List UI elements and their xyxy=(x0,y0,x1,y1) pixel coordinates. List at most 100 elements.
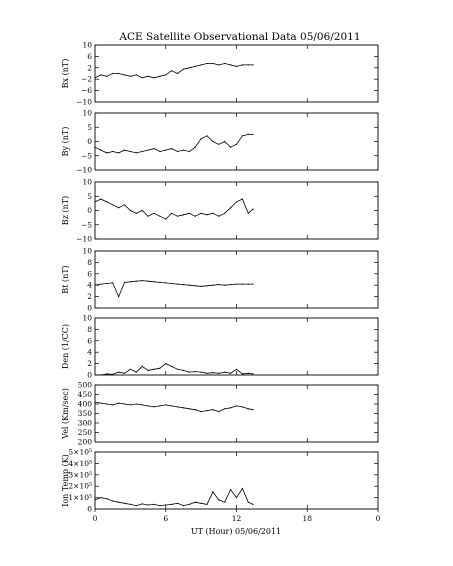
data-point xyxy=(224,501,226,503)
panel-2: 10 5 0 −5 −10 By (nT) xyxy=(61,109,379,175)
data-point xyxy=(247,133,249,135)
data-point xyxy=(165,363,167,365)
data-point xyxy=(182,68,184,70)
y-tick-label: 0 xyxy=(87,137,92,146)
y-tick-label: 10 xyxy=(82,314,92,323)
data-point xyxy=(206,503,208,505)
panel-7: 5×10⁵ 4×10⁵ 3×10⁵ 2×10⁵ 1×10⁵ 0 Ion Temp (K) xyxy=(61,448,379,514)
data-point xyxy=(188,503,190,505)
data-point xyxy=(153,503,155,505)
data-point xyxy=(123,502,126,504)
data-point xyxy=(165,218,167,220)
data-point xyxy=(129,368,131,370)
y-tick-label: 10 xyxy=(82,247,92,256)
y-axis-label: Ion Temp (K) xyxy=(61,454,70,507)
data-point xyxy=(206,285,208,287)
data-point xyxy=(194,215,196,217)
data-point xyxy=(252,208,254,210)
data-point xyxy=(159,281,161,283)
y-axis-label: Bz (nT) xyxy=(61,196,70,225)
data-point xyxy=(147,75,149,77)
data-point xyxy=(147,280,149,282)
y-tick-label: 6 xyxy=(87,336,92,345)
data-point xyxy=(241,283,243,285)
y-tick-label: −5 xyxy=(81,151,92,160)
data-point xyxy=(188,67,190,69)
data-point xyxy=(147,405,149,407)
data-point xyxy=(100,497,102,499)
y-axis-label: Bx (nT) xyxy=(61,59,70,89)
data-point xyxy=(141,503,143,505)
data-point xyxy=(176,368,179,370)
data-point xyxy=(135,212,137,214)
data-point xyxy=(94,284,96,286)
data-point xyxy=(241,135,243,137)
panel-5: 10 8 6 4 2 0 Den (1/CC) xyxy=(61,314,379,380)
y-tick-label: −2 xyxy=(81,75,92,84)
data-point xyxy=(188,284,190,286)
data-point xyxy=(112,404,114,406)
data-point xyxy=(200,502,202,504)
data-point xyxy=(135,403,137,405)
data-point xyxy=(123,403,126,405)
data-point xyxy=(176,215,179,217)
series-line xyxy=(94,63,253,79)
data-point xyxy=(235,201,238,203)
data-point xyxy=(171,503,173,505)
data-point xyxy=(176,72,179,75)
data-point xyxy=(241,373,243,375)
data-point xyxy=(200,411,202,413)
data-point xyxy=(100,74,102,76)
y-tick-label: 500 xyxy=(78,381,93,390)
series-line xyxy=(94,280,253,298)
data-point xyxy=(106,373,108,375)
y-tick-label: 400 xyxy=(78,400,93,409)
data-point xyxy=(100,283,102,285)
data-point xyxy=(247,283,249,285)
data-point xyxy=(129,404,131,406)
y-tick-label: 4 xyxy=(87,281,92,290)
y-tick-label: −10 xyxy=(76,166,92,175)
data-point xyxy=(123,149,126,151)
y-tick-label: 300 xyxy=(78,419,93,428)
data-point xyxy=(129,503,131,505)
data-point xyxy=(147,215,149,217)
data-point xyxy=(241,198,243,200)
y-tick-label: 0 xyxy=(87,206,92,215)
data-point xyxy=(165,404,167,406)
y-tick-label: 5 xyxy=(87,192,92,201)
data-point xyxy=(159,75,161,77)
data-point xyxy=(123,281,126,283)
data-point xyxy=(112,500,114,502)
data-point xyxy=(112,150,114,153)
data-point xyxy=(218,411,220,413)
data-point xyxy=(230,489,232,491)
data-point xyxy=(159,215,161,217)
data-point xyxy=(182,149,184,151)
data-point xyxy=(235,368,238,370)
y-tick-label: 2 xyxy=(87,292,92,301)
y-tick-label: 2 xyxy=(87,359,92,368)
y-axis-label: Bt (nT) xyxy=(61,265,70,293)
data-point xyxy=(188,408,190,410)
data-point xyxy=(194,501,196,503)
data-point xyxy=(218,372,220,374)
data-point xyxy=(118,207,120,209)
series-line xyxy=(94,401,254,413)
y-tick-label: 8 xyxy=(87,325,92,334)
data-point xyxy=(94,499,96,501)
data-point xyxy=(141,150,143,153)
data-point xyxy=(252,283,254,285)
data-point xyxy=(112,282,114,284)
data-point xyxy=(118,402,120,404)
data-point xyxy=(94,77,96,79)
data-point xyxy=(141,280,143,282)
data-point xyxy=(106,75,108,77)
data-point xyxy=(241,406,243,408)
data-point xyxy=(153,406,155,408)
panel-3: 10 5 0 −5 −10 Bz (nT) xyxy=(61,178,379,244)
data-point xyxy=(106,201,108,203)
y-tick-label: 5×10⁵ xyxy=(68,448,92,457)
data-point xyxy=(123,74,126,76)
data-point xyxy=(188,212,190,214)
